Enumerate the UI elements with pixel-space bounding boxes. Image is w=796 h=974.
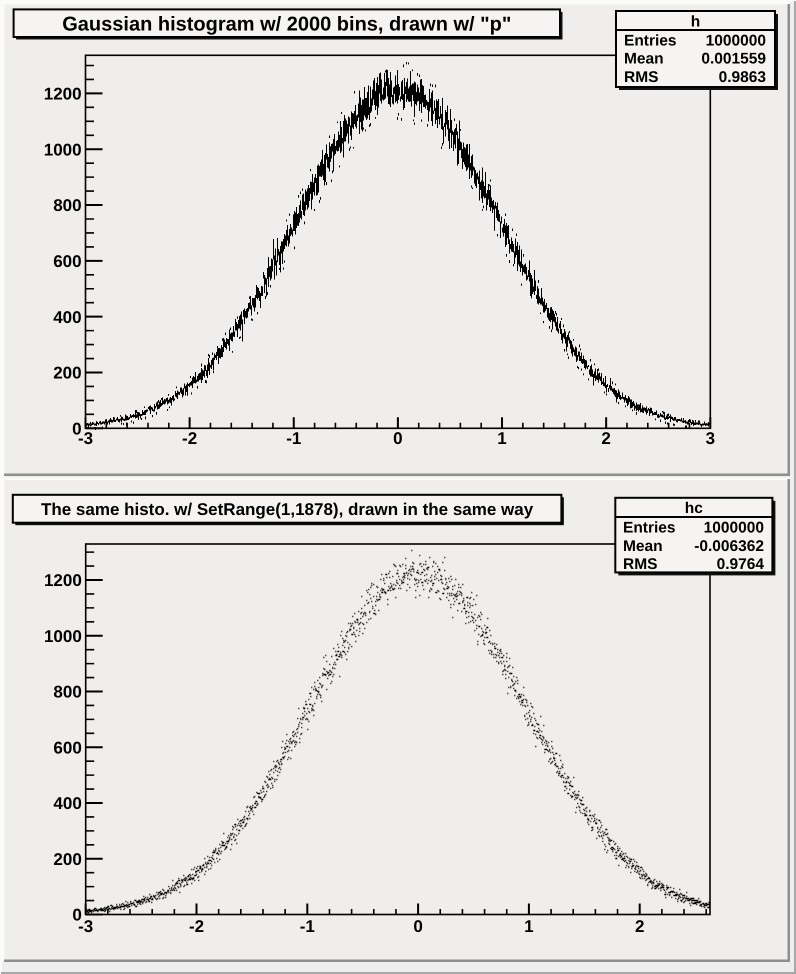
svg-text:-2: -2 [182,429,197,448]
svg-text:600: 600 [53,252,81,271]
svg-text:2: 2 [601,429,610,448]
svg-text:-2: -2 [189,917,204,936]
svg-text:The same histo. w/ SetRange(1,: The same histo. w/ SetRange(1,1878), dra… [41,500,534,519]
svg-text:800: 800 [53,196,81,215]
svg-text:Entries: Entries [623,520,676,537]
svg-text:1200: 1200 [44,85,82,104]
svg-text:600: 600 [53,738,81,757]
svg-text:0: 0 [413,917,422,936]
svg-text:-3: -3 [78,429,93,448]
svg-text:h: h [691,14,700,31]
svg-text:RMS: RMS [624,69,658,86]
svg-text:hc: hc [685,500,703,517]
svg-text:Mean: Mean [624,51,664,68]
svg-text:RMS: RMS [623,556,657,573]
svg-text:0: 0 [393,429,402,448]
svg-text:-0.006362: -0.006362 [694,538,764,555]
svg-text:1000000: 1000000 [704,520,764,537]
svg-text:1: 1 [497,429,506,448]
svg-text:0: 0 [72,906,81,925]
svg-text:0.9764: 0.9764 [717,556,765,573]
svg-text:0: 0 [72,419,81,438]
svg-text:Gaussian histogram w/ 2000 bin: Gaussian histogram w/ 2000 bins, drawn w… [62,14,511,36]
svg-text:Entries: Entries [624,33,677,50]
svg-text:800: 800 [53,683,81,702]
svg-text:1000: 1000 [44,627,82,646]
svg-text:-1: -1 [286,429,301,448]
svg-text:400: 400 [53,308,81,327]
svg-text:3: 3 [706,429,715,448]
svg-text:2: 2 [635,917,644,936]
svg-text:0.001559: 0.001559 [701,51,766,68]
svg-text:0.9863: 0.9863 [719,69,767,86]
svg-text:-3: -3 [78,917,93,936]
svg-text:200: 200 [53,850,81,869]
svg-text:Mean: Mean [623,538,663,555]
svg-text:1000: 1000 [44,140,82,159]
svg-text:-1: -1 [300,917,315,936]
svg-text:1000000: 1000000 [706,33,766,50]
svg-text:400: 400 [53,794,81,813]
svg-text:1200: 1200 [44,571,82,590]
svg-text:1: 1 [524,917,533,936]
svg-text:200: 200 [53,364,81,383]
